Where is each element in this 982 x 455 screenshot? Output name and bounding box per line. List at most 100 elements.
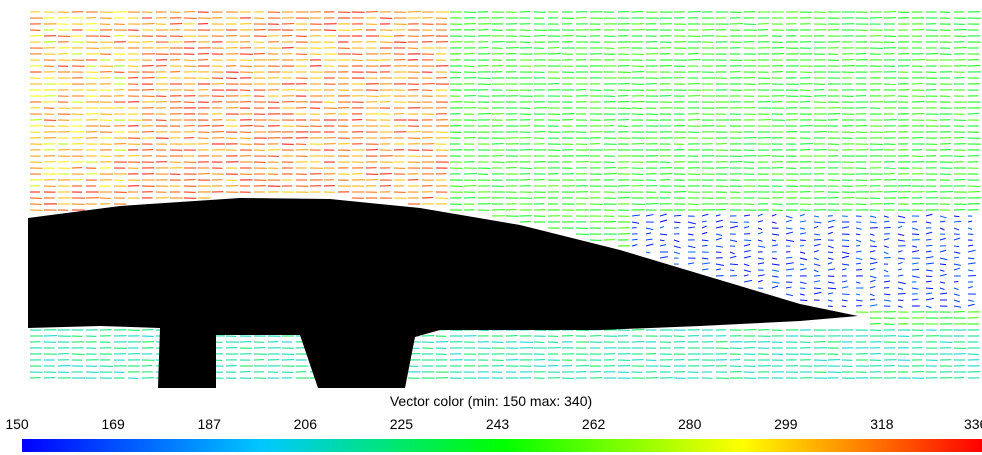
velocity-vector bbox=[925, 275, 933, 278]
velocity-vector bbox=[785, 227, 793, 230]
velocity-vector bbox=[743, 269, 751, 273]
velocity-vector bbox=[757, 257, 764, 260]
velocity-vector bbox=[645, 227, 654, 231]
velocity-vector bbox=[827, 219, 836, 223]
velocity-vector bbox=[659, 244, 667, 247]
velocity-vector bbox=[855, 239, 862, 243]
velocity-vector bbox=[645, 251, 651, 254]
velocity-vector bbox=[729, 225, 738, 229]
velocity-vector bbox=[855, 262, 862, 265]
velocity-vector bbox=[631, 238, 638, 241]
velocity-vector bbox=[771, 269, 780, 272]
velocity-vector bbox=[701, 225, 707, 229]
velocity-vector bbox=[673, 221, 681, 224]
velocity-vector bbox=[659, 213, 667, 217]
vector-field-plot bbox=[28, 11, 981, 388]
velocity-vector bbox=[869, 215, 877, 218]
velocity-vector bbox=[897, 305, 903, 308]
velocity-vector bbox=[897, 250, 903, 253]
velocity-vector bbox=[813, 238, 822, 241]
velocity-vector bbox=[813, 287, 821, 290]
velocity-vector bbox=[799, 263, 805, 266]
velocity-vector bbox=[645, 243, 654, 247]
velocity-vector bbox=[771, 281, 780, 284]
velocity-vector bbox=[701, 231, 708, 235]
velocity-vector bbox=[869, 304, 878, 307]
velocity-vector bbox=[785, 293, 794, 297]
velocity-vector bbox=[925, 297, 934, 301]
velocity-vector bbox=[729, 255, 737, 259]
velocity-vector bbox=[631, 214, 640, 217]
velocity-vector bbox=[757, 227, 763, 230]
velocity-vector bbox=[897, 215, 906, 219]
velocity-vector bbox=[687, 262, 695, 265]
colorbar-caption: Vector color (min: 150 max: 340) bbox=[389, 393, 593, 409]
velocity-vector bbox=[869, 275, 877, 279]
velocity-vector bbox=[715, 226, 724, 229]
velocity-vector bbox=[813, 280, 821, 283]
velocity-vector bbox=[659, 239, 665, 242]
velocity-vector bbox=[855, 227, 862, 230]
velocity-vector bbox=[701, 239, 709, 242]
velocity-vector bbox=[701, 262, 710, 265]
velocity-vector bbox=[911, 250, 919, 253]
velocity-vector bbox=[715, 245, 724, 248]
velocity-vector bbox=[799, 299, 808, 302]
velocity-vector bbox=[743, 250, 751, 253]
velocity-vector bbox=[757, 220, 764, 223]
velocity-vector bbox=[827, 268, 836, 271]
velocity-vector bbox=[799, 281, 807, 285]
velocity-vector bbox=[967, 220, 973, 223]
velocity-vector bbox=[743, 214, 751, 217]
velocity-vector bbox=[925, 292, 933, 295]
velocity-vector bbox=[897, 225, 903, 229]
velocity-vector bbox=[841, 299, 848, 302]
velocity-vector bbox=[967, 244, 974, 247]
velocity-vector bbox=[659, 256, 668, 259]
velocity-vector bbox=[827, 292, 834, 295]
velocity-vector bbox=[673, 251, 680, 255]
velocity-vector bbox=[939, 269, 945, 272]
velocity-vector bbox=[925, 256, 934, 259]
velocity-vector bbox=[785, 239, 795, 243]
velocity-vector bbox=[869, 250, 876, 253]
velocity-vector bbox=[953, 215, 960, 218]
velocity-vector bbox=[869, 279, 876, 283]
velocity-vector bbox=[729, 251, 735, 255]
velocity-vector bbox=[855, 250, 862, 253]
velocity-vector bbox=[855, 257, 863, 261]
velocity-vector bbox=[785, 219, 792, 223]
velocity-vector bbox=[715, 237, 723, 241]
velocity-vector bbox=[967, 299, 974, 302]
velocity-vector bbox=[771, 239, 777, 242]
velocity-vector bbox=[967, 257, 975, 260]
velocity-vector bbox=[673, 214, 682, 217]
velocity-vector bbox=[827, 281, 835, 284]
velocity-vector bbox=[813, 233, 821, 236]
velocity-vector bbox=[855, 233, 861, 236]
velocity-vector bbox=[771, 233, 780, 236]
velocity-vector bbox=[813, 250, 819, 253]
velocity-vector bbox=[771, 257, 778, 260]
velocity-vector bbox=[799, 257, 808, 261]
velocity-vector bbox=[939, 249, 947, 253]
velocity-vector bbox=[953, 293, 960, 297]
velocity-vector bbox=[869, 268, 876, 271]
velocity-vector bbox=[715, 214, 721, 217]
velocity-vector bbox=[883, 256, 891, 259]
velocity-vector bbox=[967, 262, 976, 265]
velocity-vector bbox=[925, 269, 933, 272]
velocity-vector bbox=[897, 287, 904, 290]
velocity-vector bbox=[939, 292, 948, 295]
velocity-vector bbox=[771, 244, 779, 247]
velocity-vector bbox=[953, 245, 960, 248]
velocity-vector bbox=[743, 279, 753, 283]
velocity-vector bbox=[827, 299, 833, 302]
velocity-vector bbox=[729, 269, 735, 272]
velocity-vector bbox=[799, 220, 807, 223]
velocity-vector bbox=[939, 237, 946, 241]
velocity-vector bbox=[743, 274, 749, 277]
velocity-vector bbox=[925, 287, 934, 290]
velocity-vector bbox=[827, 231, 833, 235]
velocity-vector bbox=[673, 245, 681, 249]
